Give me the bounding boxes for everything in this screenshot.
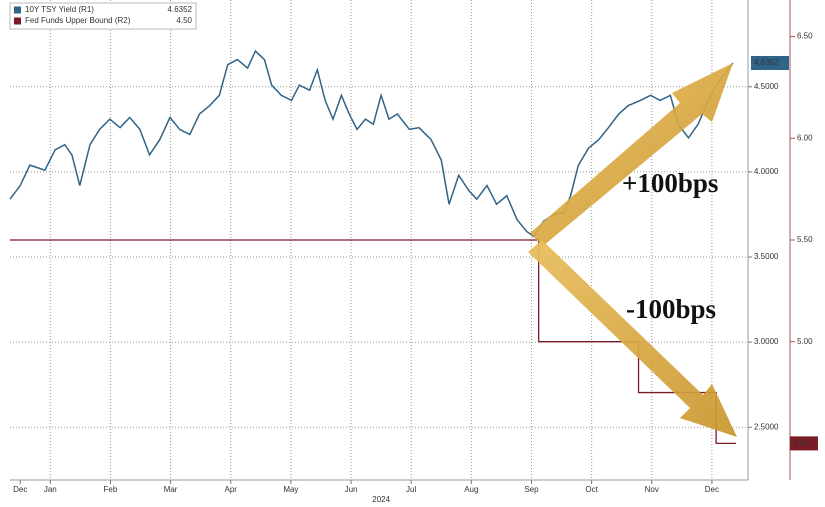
last-value-label: 4.50 xyxy=(793,438,809,447)
x-tick-label: Jan xyxy=(44,485,57,494)
x-tick-label: Oct xyxy=(585,485,598,494)
legend-value: 4.6352 xyxy=(168,5,193,14)
legend-label: 10Y TSY Yield (R1) xyxy=(25,5,94,14)
y2-tick-label: 6.50 xyxy=(797,32,813,41)
x-tick-label: Jun xyxy=(345,485,358,494)
x-tick-label: Jul xyxy=(406,485,416,494)
legend-swatch xyxy=(14,17,21,25)
up-arrow xyxy=(530,63,733,246)
last-value-tag xyxy=(790,436,818,451)
legend-label: Fed Funds Upper Bound (R2) xyxy=(25,16,131,25)
y2-tick-label: 5.00 xyxy=(797,337,813,346)
series-line xyxy=(9,49,734,238)
last-value-tag xyxy=(751,55,789,70)
x-tick-label: Dec xyxy=(13,485,27,494)
legend-value: 4.50 xyxy=(176,16,192,25)
x-tick-label: Apr xyxy=(225,485,238,494)
y-tick-label: 2.5000 xyxy=(754,422,779,431)
x-tick-label: Mar xyxy=(164,485,178,494)
x-tick-label: May xyxy=(283,485,298,494)
x-tick-label: Dec xyxy=(705,485,719,494)
annotation-down: -100bps xyxy=(626,294,716,324)
x-tick-label: Feb xyxy=(104,485,118,494)
y2-tick-label: 6.00 xyxy=(797,133,813,142)
y-tick-label: 3.5000 xyxy=(754,252,779,261)
y-tick-label: 4.0000 xyxy=(754,167,779,176)
y-tick-label: 3.0000 xyxy=(754,337,779,346)
x-tick-label: Nov xyxy=(645,485,659,494)
x-axis-year: 2024 xyxy=(372,495,390,504)
y-tick-label: 4.5000 xyxy=(754,82,779,91)
x-tick-label: Sep xyxy=(524,485,539,494)
y2-tick-label: 5.50 xyxy=(797,235,813,244)
legend-swatch xyxy=(14,6,21,14)
down-arrow xyxy=(528,240,737,437)
last-value-label: 4.6352 xyxy=(754,58,779,67)
legend-box xyxy=(9,2,197,30)
x-tick-label: Aug xyxy=(464,485,478,494)
annotation-up: +100bps xyxy=(622,168,718,198)
